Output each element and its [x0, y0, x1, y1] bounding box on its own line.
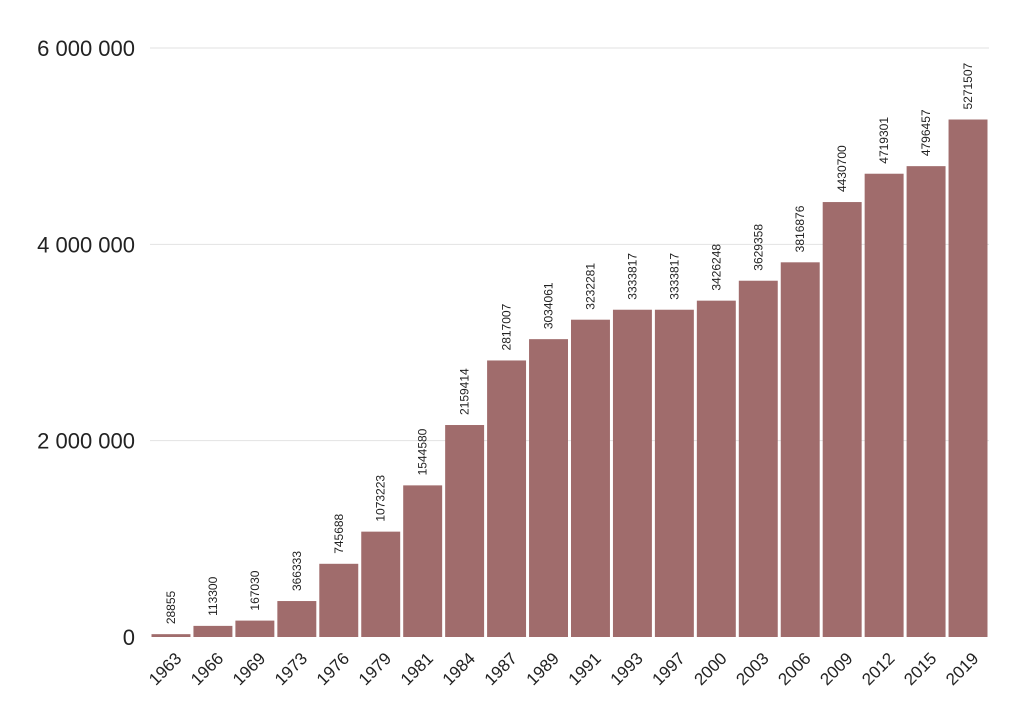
bar	[403, 485, 443, 637]
bar	[235, 620, 275, 637]
bar	[277, 601, 317, 637]
x-tick-label: 1963	[145, 649, 185, 689]
data-label: 366333	[290, 551, 304, 591]
x-tick-label: 1987	[481, 649, 521, 689]
data-label: 3816876	[793, 205, 807, 252]
y-tick-label: 2 000 000	[37, 429, 135, 454]
bar	[822, 202, 862, 637]
y-tick-label: 4 000 000	[37, 232, 135, 257]
data-label: 167030	[248, 570, 262, 610]
data-label: 4796457	[919, 109, 933, 156]
x-tick-label: 1991	[565, 649, 605, 689]
data-label: 3034061	[542, 282, 556, 329]
x-axis-ticks: 1963 1966 1969 1973 1976 1979 1981 1984 1987 1989…	[145, 649, 982, 689]
data-label: 2159414	[458, 368, 472, 415]
data-label: 5271507	[961, 62, 975, 109]
data-label: 3232281	[583, 263, 597, 310]
x-tick-label: 1984	[439, 649, 479, 689]
data-label: 2817007	[500, 303, 514, 350]
bar	[780, 262, 820, 637]
bar	[906, 166, 946, 637]
bars	[151, 119, 988, 637]
y-tick-label: 6 000 000	[37, 36, 135, 61]
bar	[487, 360, 527, 637]
data-label: 3426248	[709, 244, 723, 291]
bar	[738, 280, 778, 637]
data-label: 1544580	[416, 428, 430, 475]
x-tick-label: 1976	[313, 649, 353, 689]
data-label: 3629358	[751, 224, 765, 271]
bar	[193, 625, 233, 637]
x-tick-label: 1989	[523, 649, 563, 689]
bar	[612, 309, 652, 637]
x-tick-label: 1979	[355, 649, 395, 689]
x-tick-label: 2003	[732, 649, 772, 689]
data-label: 1073223	[374, 475, 388, 522]
x-tick-label: 1973	[271, 649, 311, 689]
bar	[445, 425, 485, 637]
data-labels: 28855 113300 167030 366333 745688 1073223 1544…	[164, 62, 975, 624]
bar	[571, 319, 610, 637]
bar	[529, 339, 568, 637]
y-tick-label: 0	[123, 625, 135, 650]
x-tick-label: 1997	[649, 649, 689, 689]
bar	[361, 531, 401, 637]
x-tick-label: 2006	[774, 649, 814, 689]
data-label: 3333817	[625, 253, 639, 300]
x-tick-label: 2012	[858, 649, 898, 689]
bar	[696, 300, 736, 637]
data-label: 3333817	[667, 253, 681, 300]
x-tick-label: 2019	[942, 649, 982, 689]
x-tick-label: 2009	[816, 649, 856, 689]
bar	[948, 119, 988, 637]
bar	[319, 563, 359, 637]
y-axis-ticks: 0 2 000 000 4 000 000 6 000 000	[37, 36, 135, 650]
data-label: 4719301	[877, 117, 891, 164]
x-tick-label: 1969	[229, 649, 269, 689]
data-label: 4430700	[835, 145, 849, 192]
data-label: 745688	[332, 513, 346, 553]
bar	[864, 173, 904, 637]
bar	[654, 309, 694, 637]
x-tick-label: 2000	[691, 649, 731, 689]
bar	[151, 634, 191, 637]
x-tick-label: 1981	[397, 649, 437, 689]
grid-lines	[150, 47, 989, 442]
x-tick-label: 2015	[900, 649, 940, 689]
x-tick-label: 1966	[187, 649, 227, 689]
data-label: 113300	[206, 576, 220, 615]
data-label: 28855	[164, 590, 178, 624]
x-tick-label: 1993	[607, 649, 647, 689]
